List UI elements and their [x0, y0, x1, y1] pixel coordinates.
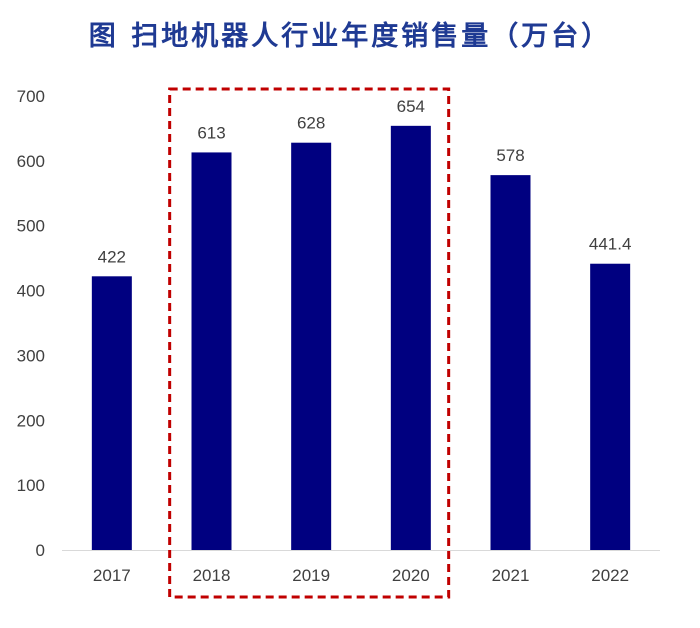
data-label: 578 [496, 146, 524, 165]
bar [590, 263, 631, 550]
y-tick-label: 200 [17, 411, 45, 430]
x-tick-label: 2019 [292, 566, 330, 585]
y-tick-label: 300 [17, 346, 45, 365]
bar [390, 125, 431, 550]
y-tick-label: 0 [36, 541, 45, 560]
y-axis: 0 100 200 300 400 500 600 700 [17, 87, 45, 560]
y-tick-label: 400 [17, 282, 45, 301]
x-tick-label: 2017 [93, 566, 131, 585]
data-label: 422 [98, 247, 126, 266]
data-label: 628 [297, 114, 325, 133]
x-tick-label: 2022 [591, 566, 629, 585]
bar [490, 175, 531, 550]
bar [191, 152, 232, 550]
y-tick-label: 500 [17, 217, 45, 236]
y-tick-label: 600 [17, 152, 45, 171]
y-tick-label: 100 [17, 476, 45, 495]
y-tick-label: 700 [17, 87, 45, 106]
chart-title: 图 扫地机器人行业年度销售量（万台） [88, 21, 612, 52]
data-label: 613 [197, 123, 225, 142]
x-tick-label: 2021 [492, 566, 530, 585]
highlight-box [168, 87, 451, 599]
data-labels: 422 613 628 654 578 441.4 [98, 97, 632, 266]
x-tick-label: 2020 [392, 566, 430, 585]
bar [291, 142, 332, 550]
x-tick-label: 2018 [193, 566, 231, 585]
bar-series [91, 125, 631, 550]
bar [91, 276, 132, 550]
data-label: 654 [397, 97, 425, 116]
x-axis: 2017 2018 2019 2020 2021 2022 [93, 566, 629, 585]
data-label: 441.4 [589, 235, 632, 254]
